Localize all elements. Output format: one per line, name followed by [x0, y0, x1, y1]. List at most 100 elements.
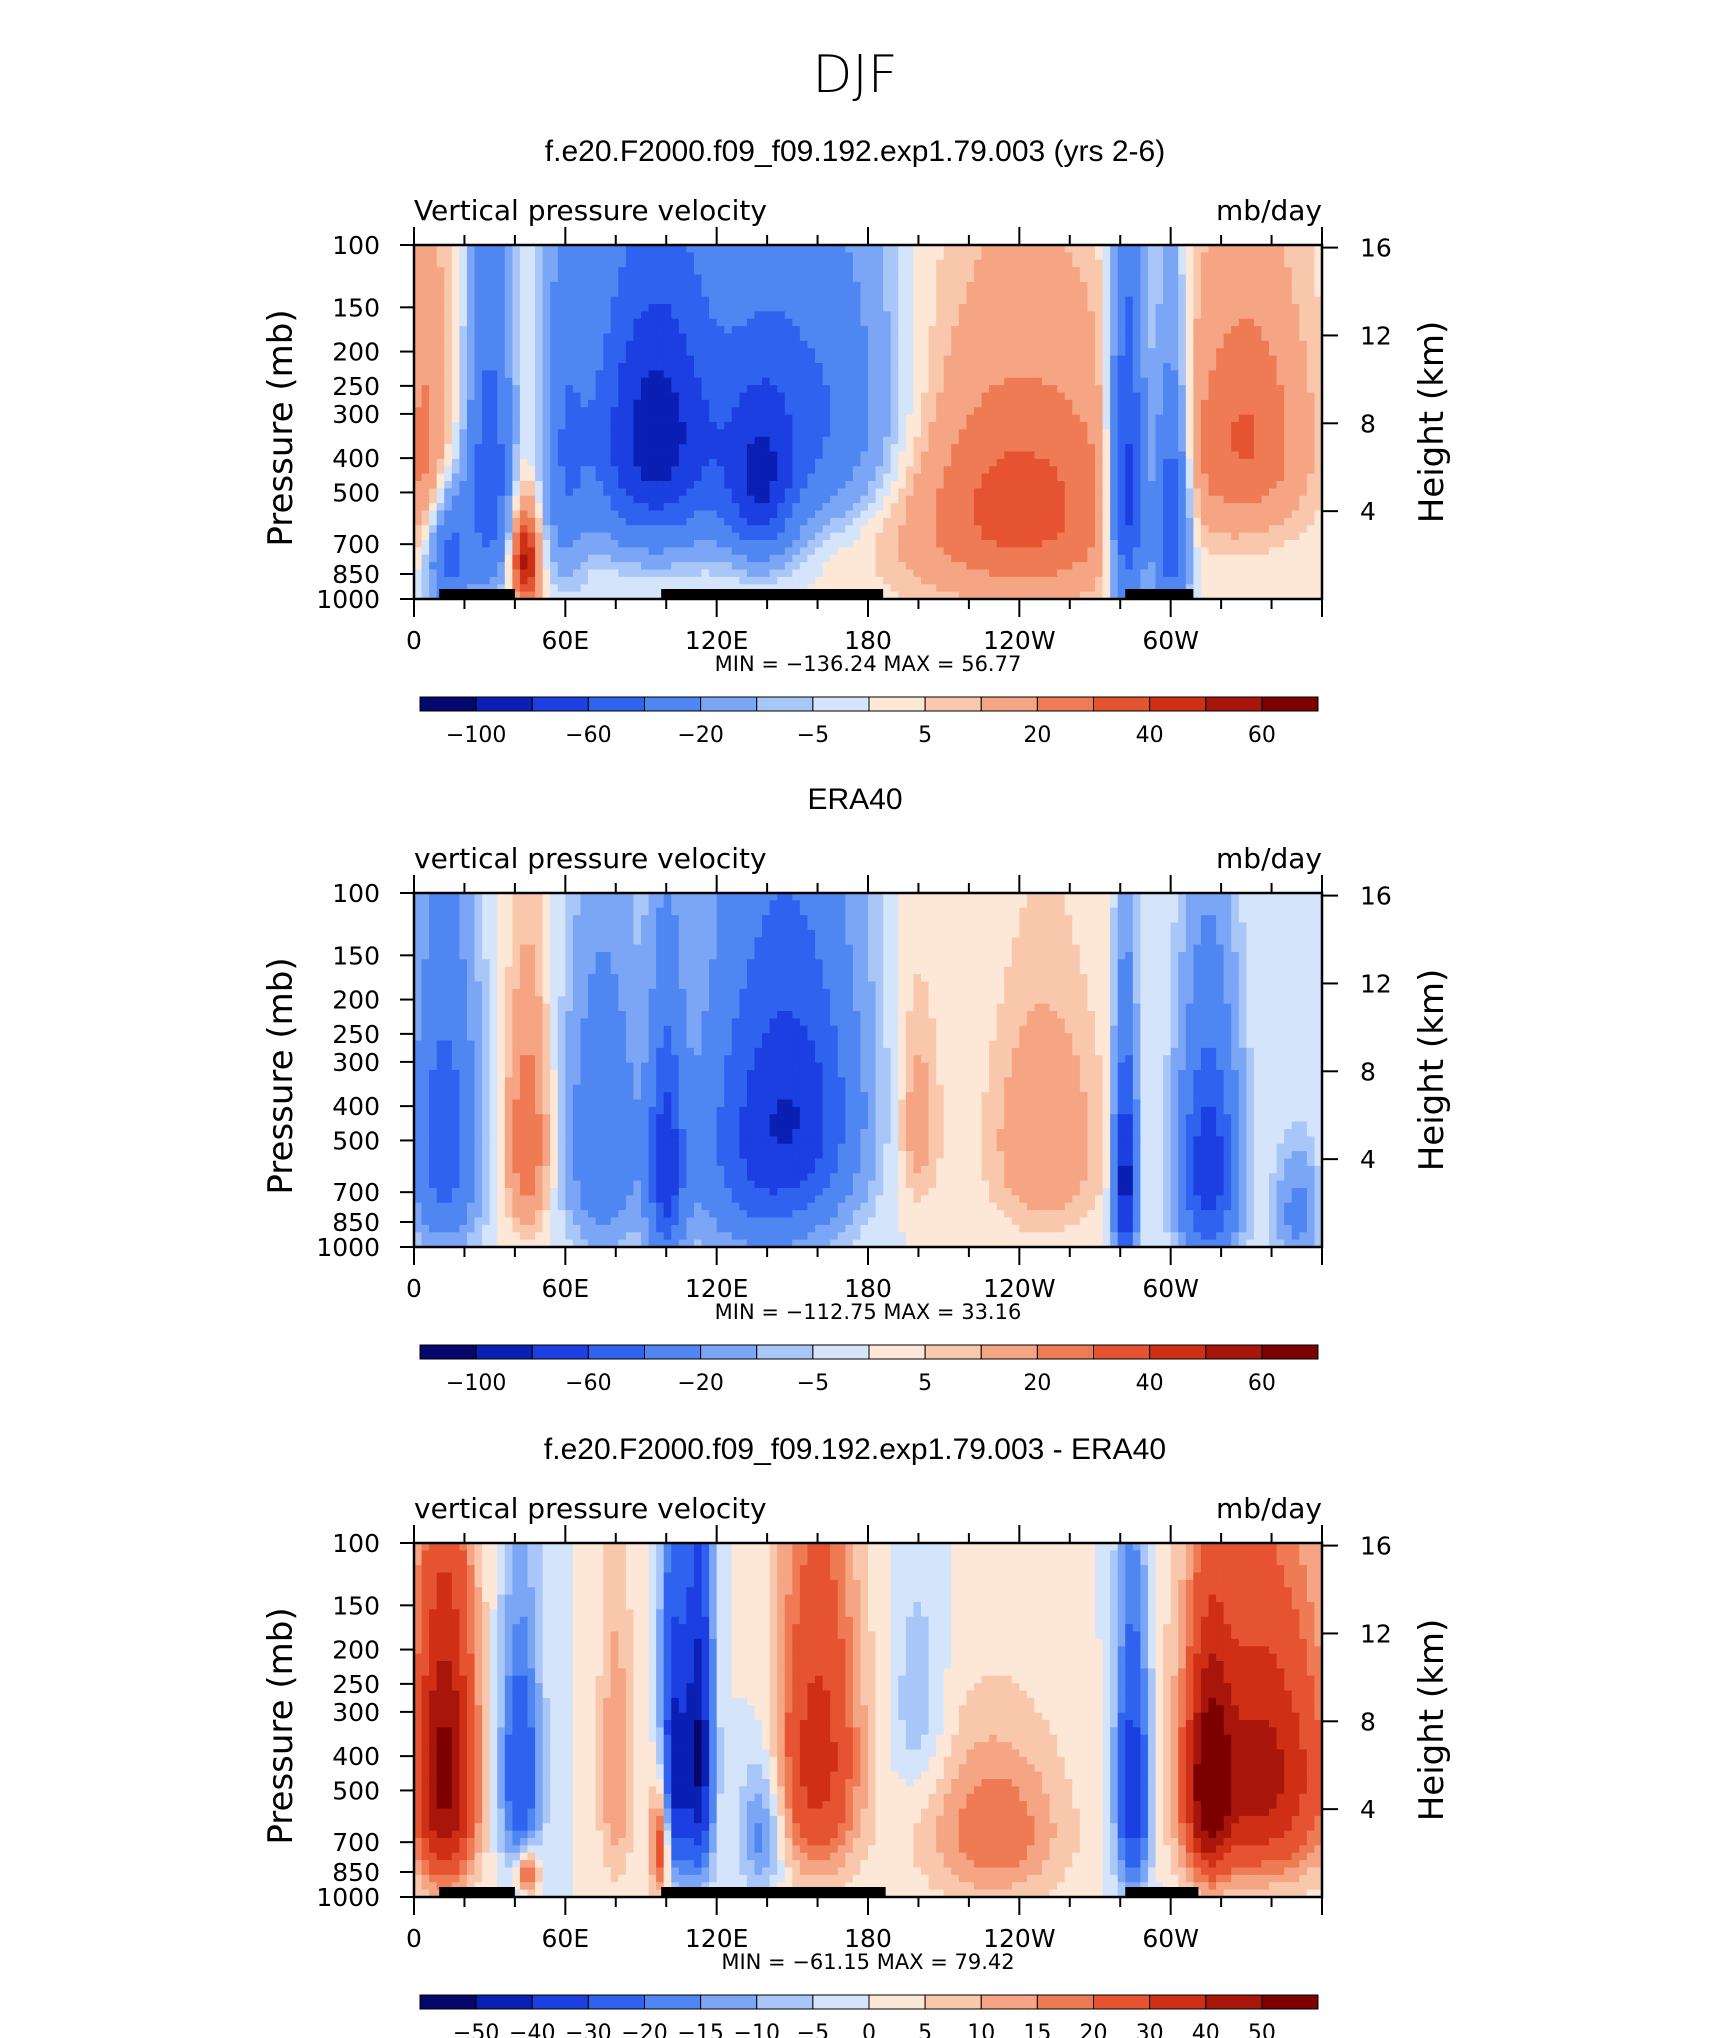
heatmap-cell — [936, 348, 945, 357]
heatmap-cell — [572, 540, 582, 548]
heatmap-cell — [822, 532, 831, 541]
heatmap-cell — [973, 451, 983, 460]
heatmap-cell — [527, 540, 536, 548]
heatmap-cell — [429, 252, 438, 261]
heatmap-cell — [989, 488, 998, 497]
heatmap-cell — [656, 436, 665, 445]
heatmap-cell — [1306, 370, 1316, 379]
heatmap-cell — [845, 488, 854, 497]
heatmap-cell — [580, 245, 589, 253]
heatmap-cell — [1261, 399, 1270, 408]
heatmap-cell — [928, 392, 937, 401]
heatmap-cell — [527, 259, 536, 268]
heatmap-cell — [663, 304, 672, 312]
heatmap-cell — [1299, 503, 1308, 512]
heatmap-cell — [1223, 370, 1232, 379]
heatmap-cell — [1087, 495, 1096, 504]
heatmap-cell — [1049, 326, 1058, 335]
heatmap-cell — [1200, 407, 1210, 416]
heatmap-cell — [928, 399, 937, 408]
heatmap-cell — [641, 252, 650, 261]
heatmap-cell — [678, 466, 687, 475]
heatmap-cell — [693, 385, 703, 394]
heatmap-cell — [868, 503, 877, 512]
heatmap-cell — [641, 414, 650, 423]
heatmap-cell — [724, 318, 733, 327]
heatmap-cell — [527, 503, 536, 512]
heatmap-cell — [875, 444, 884, 453]
heatmap-cell — [701, 245, 710, 253]
heatmap-cell — [920, 252, 930, 261]
heatmap-cell — [580, 495, 589, 504]
heatmap-cell — [777, 429, 786, 438]
heatmap-cell — [535, 547, 544, 556]
heatmap-cell — [633, 436, 642, 445]
heatmap-cell — [905, 385, 914, 394]
heatmap-cell — [1057, 429, 1066, 438]
heatmap-cell — [920, 259, 930, 268]
heatmap-cell — [1004, 385, 1013, 394]
heatmap-cell — [1102, 540, 1111, 548]
heatmap-cell — [656, 274, 665, 283]
heatmap-cell — [444, 466, 453, 475]
heatmap-cell — [845, 281, 854, 290]
heatmap-cell — [769, 503, 778, 512]
heatmap-cell — [724, 355, 733, 364]
heatmap-cell — [466, 422, 476, 430]
heatmap-cell — [709, 399, 718, 408]
heatmap-cell — [1185, 252, 1194, 261]
heatmap-cell — [489, 363, 498, 371]
heatmap-cell — [1291, 503, 1300, 512]
heatmap-cell — [1064, 481, 1073, 489]
heatmap-cell — [436, 363, 445, 371]
heatmap-cell — [648, 385, 657, 394]
heatmap-cell — [663, 547, 672, 556]
heatmap-cell — [466, 429, 476, 438]
heatmap-cell — [860, 532, 869, 541]
heatmap-cell — [633, 252, 642, 261]
heatmap-cell — [565, 422, 574, 430]
heatmap-cell — [641, 274, 650, 283]
heatmap-cell — [1011, 296, 1020, 305]
heatmap-cell — [512, 503, 521, 512]
heatmap-cell — [928, 304, 937, 312]
heatmap-cell — [913, 296, 922, 305]
heatmap-cell — [512, 363, 521, 371]
heatmap-cell — [610, 399, 619, 408]
heatmap-cell — [754, 281, 763, 290]
heatmap-cell — [1223, 385, 1232, 394]
heatmap-cell — [1223, 363, 1232, 371]
heatmap-cell — [1291, 407, 1300, 416]
heatmap-cell — [905, 363, 914, 371]
heatmap-cell — [1261, 444, 1270, 453]
heatmap-cell — [1170, 355, 1179, 364]
heatmap-cell — [1253, 458, 1263, 467]
heatmap-cell — [875, 422, 884, 430]
heatmap-cell — [822, 252, 831, 261]
heatmap-cell — [1019, 318, 1028, 327]
heatmap-cell — [1276, 466, 1285, 475]
heatmap-cell — [845, 304, 854, 312]
heatmap-cell — [542, 252, 551, 261]
heatmap-cell — [928, 355, 937, 364]
heatmap-cell — [1140, 510, 1149, 519]
heatmap-cell — [724, 252, 733, 261]
heatmap-cell — [905, 333, 914, 342]
heatmap-cell — [1314, 377, 1323, 386]
heatmap-cell — [731, 532, 740, 541]
heatmap-cell — [1200, 370, 1210, 379]
heatmap-cell — [451, 488, 460, 497]
heatmap-cell — [459, 481, 468, 489]
heatmap-cell — [1208, 540, 1217, 548]
heatmap-cell — [966, 348, 975, 357]
heatmap-cell — [762, 436, 771, 445]
heatmap-cell — [905, 259, 914, 268]
heatmap-cell — [1314, 311, 1323, 320]
heatmap-cell — [663, 245, 672, 253]
heatmap-cell — [1261, 407, 1270, 416]
heatmap-cell — [1231, 318, 1240, 327]
heatmap-cell — [905, 451, 914, 460]
heatmap-cell — [928, 481, 937, 489]
heatmap-cell — [527, 451, 536, 460]
heatmap-cell — [1193, 326, 1202, 335]
